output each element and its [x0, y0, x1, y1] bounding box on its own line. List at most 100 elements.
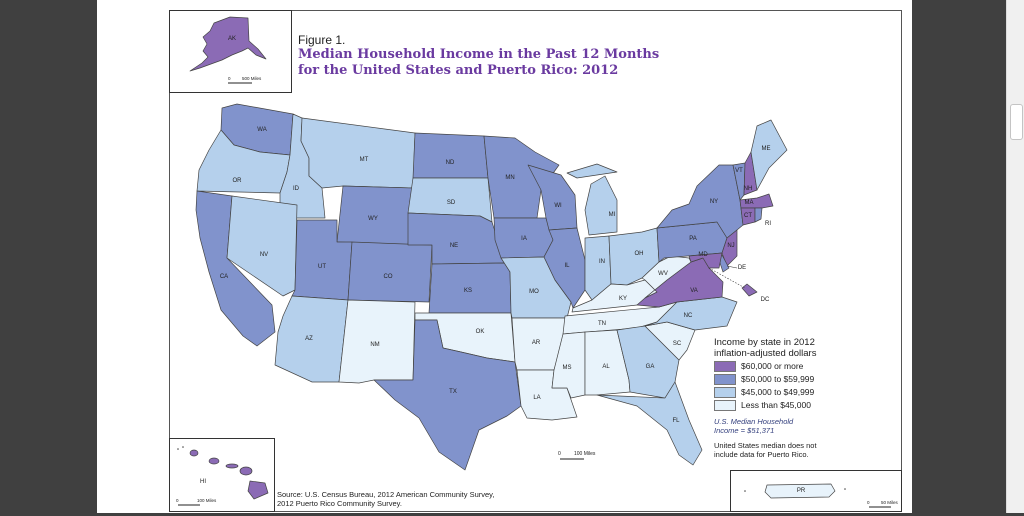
state-label-pr: PR: [797, 488, 806, 494]
state-label-nc: NC: [684, 313, 693, 319]
de-leader-line: [726, 265, 738, 269]
state-pr: [764, 483, 836, 499]
legend-item: $45,000 to $49,999: [714, 386, 844, 398]
hi-island-kauai: [189, 449, 199, 457]
state-label-va: VA: [690, 288, 698, 294]
figure-title: Median Household Income in the Past 12 M…: [298, 47, 698, 79]
state-mt: [300, 117, 416, 189]
puerto-rico-note-line1: United States median does not: [714, 441, 817, 450]
state-label-ma: MA: [745, 200, 754, 206]
us-median-line2: Income = $51,371: [714, 426, 775, 435]
legend-label: $45,000 to $49,999: [741, 387, 815, 397]
state-nv: [226, 195, 298, 297]
state-label-wi: WI: [554, 203, 562, 209]
state-label-tx: TX: [449, 389, 457, 395]
alaska-scale-zero: 0: [228, 76, 231, 81]
state-label-ok: OK: [476, 329, 485, 335]
document-page: AK 0 500 Miles Figure 1. Median Househol…: [97, 0, 912, 513]
legend-title-line1: Income by state in 2012: [714, 337, 815, 348]
state-label-co: CO: [384, 274, 393, 280]
legend-item: Less than $45,000: [714, 399, 844, 411]
state-label-ks: KS: [464, 288, 472, 294]
state-label-ky: KY: [619, 296, 627, 302]
state-fl: [596, 381, 703, 466]
puerto-rico-note: United States median does not include da…: [714, 441, 844, 459]
legend-title-line2: inflation-adjusted dollars: [714, 348, 817, 359]
state-ak: [189, 16, 267, 72]
legend-label: Less than $45,000: [741, 400, 811, 410]
state-label-mo: MO: [529, 289, 539, 295]
state-label-ct: CT: [744, 213, 752, 219]
alaska-inset-map: AK 0 500 Miles: [189, 16, 267, 84]
state-label-il: IL: [564, 263, 570, 269]
source-note: Source: U.S. Census Bureau, 2012 America…: [277, 490, 577, 508]
hi-island-oahu: [208, 457, 220, 465]
legend-item: $50,000 to $59,999: [714, 373, 844, 385]
state-label-nd: ND: [446, 160, 455, 166]
pr-scale-zero: 0: [867, 500, 870, 505]
state-label-sd: SD: [447, 200, 456, 206]
state-label-ne: NE: [450, 243, 458, 249]
hawaii-scale-zero: 0: [176, 498, 179, 503]
legend-swatch: [714, 373, 736, 385]
hawaii-inset: HI 0 100 Miles: [169, 438, 275, 512]
state-label-wv: WV: [658, 271, 668, 277]
puerto-rico-inset: PR 0 50 Miles: [730, 470, 902, 512]
figure-title-line2: for the United States and Puerto Rico: 2…: [298, 63, 619, 78]
source-line2: 2012 Puerto Rico Community Survey.: [277, 499, 402, 508]
figure-frame: [169, 10, 902, 512]
state-label-al: AL: [602, 364, 610, 370]
state-label-hi: HI: [200, 479, 206, 485]
legend: Income by state in 2012 inflation-adjust…: [714, 337, 844, 459]
scrollbar-thumb[interactable]: [1010, 104, 1023, 140]
state-label-ar: AR: [532, 340, 541, 346]
hi-island-maui: [239, 466, 253, 476]
state-label-la: LA: [533, 395, 540, 401]
pr-islet: [744, 490, 746, 492]
state-co: [347, 241, 433, 303]
main-scale-zero: 0: [558, 451, 561, 457]
state-label-mt: MT: [360, 157, 369, 163]
state-label-nj: NJ: [727, 243, 734, 249]
state-label-mn: MN: [505, 175, 514, 181]
state-label-nh: NH: [744, 186, 753, 192]
state-label-id: ID: [293, 186, 300, 192]
state-hi: [177, 446, 269, 500]
state-label-ut: UT: [318, 264, 326, 270]
state-label-md: MD: [698, 252, 708, 258]
legend-swatch: [714, 360, 736, 372]
state-label-de: DE: [738, 265, 746, 271]
state-label-oh: OH: [635, 251, 644, 257]
state-dc: [741, 283, 758, 297]
us-median-line1: U.S. Median Household: [714, 417, 794, 426]
hawaii-inset-map: HI 0 100 Miles: [176, 446, 269, 506]
hawaii-scale-label: 100 Miles: [197, 498, 217, 503]
legend-swatch: [714, 386, 736, 398]
state-label-wy: WY: [368, 216, 378, 222]
state-label-ak: AK: [228, 36, 236, 42]
hi-island-molokai: [225, 463, 239, 469]
pr-islet: [844, 488, 846, 490]
state-label-ri: RI: [765, 221, 771, 227]
main-scale-label: 100 Miles: [574, 451, 596, 457]
state-label-ms: MS: [563, 365, 572, 371]
alaska-inset: AK 0 500 Miles: [169, 10, 292, 93]
figure-title-line1: Median Household Income in the Past 12 M…: [298, 47, 660, 62]
puerto-rico-inset-map: PR 0 50 Miles: [744, 483, 899, 508]
state-ri: [754, 207, 763, 223]
dc-callout-line: [708, 267, 746, 289]
alaska-scale-label: 500 Miles: [242, 76, 262, 81]
legend-label: $50,000 to $59,999: [741, 374, 815, 384]
state-label-ga: GA: [646, 364, 655, 370]
legend-title: Income by state in 2012 inflation-adjust…: [714, 337, 844, 359]
state-label-az: AZ: [305, 336, 313, 342]
state-label-dc: DC: [761, 297, 770, 303]
state-label-nm: NM: [370, 342, 379, 348]
vertical-scrollbar[interactable]: [1006, 0, 1024, 513]
legend-swatch: [714, 399, 736, 411]
state-label-tn: TN: [598, 321, 606, 327]
state-label-or: OR: [233, 178, 243, 184]
state-label-vt: VT: [735, 168, 743, 174]
figure-label: Figure 1.: [298, 33, 346, 47]
hi-islet: [177, 448, 179, 450]
